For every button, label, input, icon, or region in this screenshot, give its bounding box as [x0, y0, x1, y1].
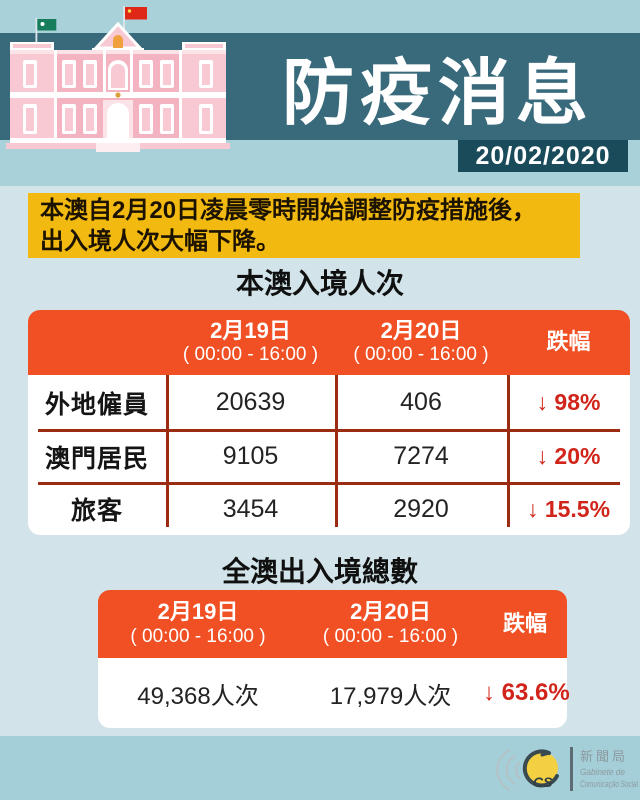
totals-table-body: 49,368人次 17,979人次 ↓ 63.6%	[98, 658, 570, 728]
drop-value: ↓ 15.5%	[526, 495, 611, 522]
column-divider	[335, 375, 338, 527]
column-divider	[507, 375, 510, 527]
row-label: 旅客	[70, 497, 123, 525]
header-day20: 2月20日 ( 00:00 - 16:00 )	[353, 317, 489, 366]
totals-table: 2月19日 ( 00:00 - 16:00 ) 2月20日 ( 00:00 - …	[98, 590, 570, 728]
arrivals-table: 2月19日 ( 00:00 - 16:00 ) 2月20日 ( 00:00 - …	[28, 310, 630, 535]
header-day19: 2月19日 ( 00:00 - 16:00 )	[182, 317, 319, 366]
day19-value: 20639	[215, 388, 286, 416]
notice-box: 本澳自2月20日凌晨零時開始調整防疫措施後， 出入境人次大幅下降。	[28, 193, 580, 258]
arrivals-table-body: 外地僱員 20639 406 ↓ 98% 澳門居民 9105 7274 ↓ 20…	[28, 375, 630, 535]
china-flag-icon	[125, 7, 147, 20]
row-divider	[38, 482, 620, 485]
table-row: 外地僱員 20639 406 ↓ 98%	[28, 375, 630, 430]
day20-value: 7274	[393, 442, 449, 470]
drop-total: ↓ 63.6%	[483, 679, 570, 706]
drop-value: ↓ 98%	[536, 389, 601, 415]
gcs-logo-g-ring	[522, 749, 559, 788]
macau-flag-icon	[37, 19, 57, 31]
facade-emblem	[115, 92, 121, 98]
totals-section-title: 全澳出入境總數	[221, 555, 418, 588]
arrivals-table-header: 2月19日 ( 00:00 - 16:00 ) 2月20日 ( 00:00 - …	[28, 310, 630, 375]
notice-line-1: 本澳自2月20日凌晨零時開始調整防疫措施後，	[40, 197, 537, 224]
totals-table-header: 2月19日 ( 00:00 - 16:00 ) 2月20日 ( 00:00 - …	[98, 590, 567, 658]
agency-name-zh: 新聞局	[580, 749, 630, 764]
table-row: 澳門居民 9105 7274 ↓ 20%	[28, 430, 630, 483]
day19-total: 49,368人次	[137, 682, 259, 710]
row-label: 外地僱員	[44, 390, 149, 419]
drop-value: ↓ 20%	[536, 443, 601, 469]
header-drop: 跌幅	[502, 610, 547, 636]
row-label: 澳門居民	[44, 444, 149, 473]
column-divider	[166, 375, 169, 527]
main-door	[107, 103, 129, 138]
arrivals-section-title: 本澳入境人次	[235, 267, 404, 300]
table-row: 旅客 3454 2920 ↓ 15.5%	[28, 483, 630, 535]
notice-line-2: 出入境人次大幅下降。	[40, 228, 280, 255]
door-steps	[96, 143, 140, 152]
gcs-logo: CS 新聞局 Gabinete de Comunicação Social	[496, 747, 639, 791]
pediment-window	[113, 35, 123, 48]
header-day20: 2月20日 ( 00:00 - 16:00 )	[322, 599, 459, 647]
gcs-logo-disc	[526, 752, 558, 784]
day19-value: 9105	[222, 442, 279, 470]
agency-name-pt-1: Gabinete de	[580, 767, 625, 777]
logo-divider	[570, 747, 573, 791]
header-drop: 跌幅	[546, 329, 591, 355]
china-flag-pole	[123, 6, 125, 36]
gcs-acronym: CS	[533, 774, 553, 790]
day20-value: 406	[400, 388, 442, 416]
macau-flag-pole	[35, 18, 38, 46]
date-badge: 20/02/2020	[458, 140, 628, 172]
row-divider	[38, 429, 620, 432]
government-building-illustration	[6, 6, 230, 152]
header-day19: 2月19日 ( 00:00 - 16:00 )	[130, 599, 266, 647]
day19-value: 3454	[222, 494, 279, 523]
signal-waves-icon	[496, 749, 521, 791]
poster-title: 防疫消息	[281, 50, 594, 135]
day20-total: 17,979人次	[329, 682, 452, 710]
agency-name-pt-2: Comunicação Social	[580, 779, 639, 789]
day20-value: 2920	[393, 494, 449, 523]
